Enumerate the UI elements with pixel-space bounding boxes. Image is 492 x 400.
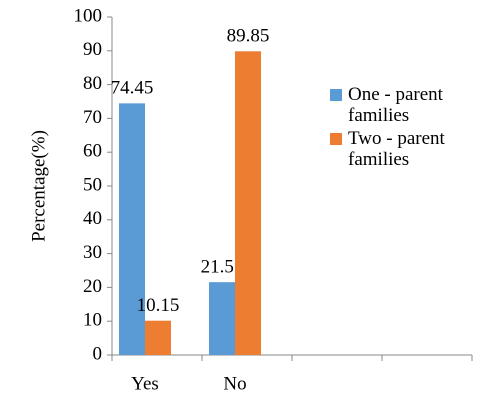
y-tick-label: 80 [83, 73, 102, 94]
y-tick-label: 100 [74, 5, 103, 26]
y-tick-label: 60 [83, 141, 102, 162]
y-tick-label: 0 [93, 343, 103, 364]
y-tick-label: 20 [83, 276, 102, 297]
x-tick-label: No [223, 373, 246, 394]
value-label: 21.55 [201, 257, 244, 278]
legend-label: One - parent families [348, 84, 443, 126]
bar [209, 282, 235, 355]
value-label: 10.15 [137, 295, 180, 316]
legend: One - parent families Two - parent famili… [330, 84, 490, 172]
y-tick-label: 40 [83, 208, 102, 229]
y-tick-label: 10 [83, 310, 102, 331]
x-tick-label: Yes [131, 373, 159, 394]
bar [119, 103, 145, 355]
bar [235, 51, 261, 355]
bar [145, 320, 171, 355]
legend-label: Two - parent families [348, 128, 445, 170]
value-label: 89.85 [227, 26, 270, 47]
y-axis-label: Percentage(%) [28, 130, 49, 242]
legend-item: Two - parent families [330, 128, 490, 170]
y-tick-label: 30 [83, 242, 102, 263]
y-tick-label: 50 [83, 174, 102, 195]
legend-swatch [330, 133, 342, 145]
y-tick-label: 70 [83, 107, 102, 128]
legend-swatch [330, 89, 342, 101]
y-tick-label: 90 [83, 39, 102, 60]
legend-item: One - parent families [330, 84, 490, 126]
value-label: 74.45 [111, 78, 154, 99]
